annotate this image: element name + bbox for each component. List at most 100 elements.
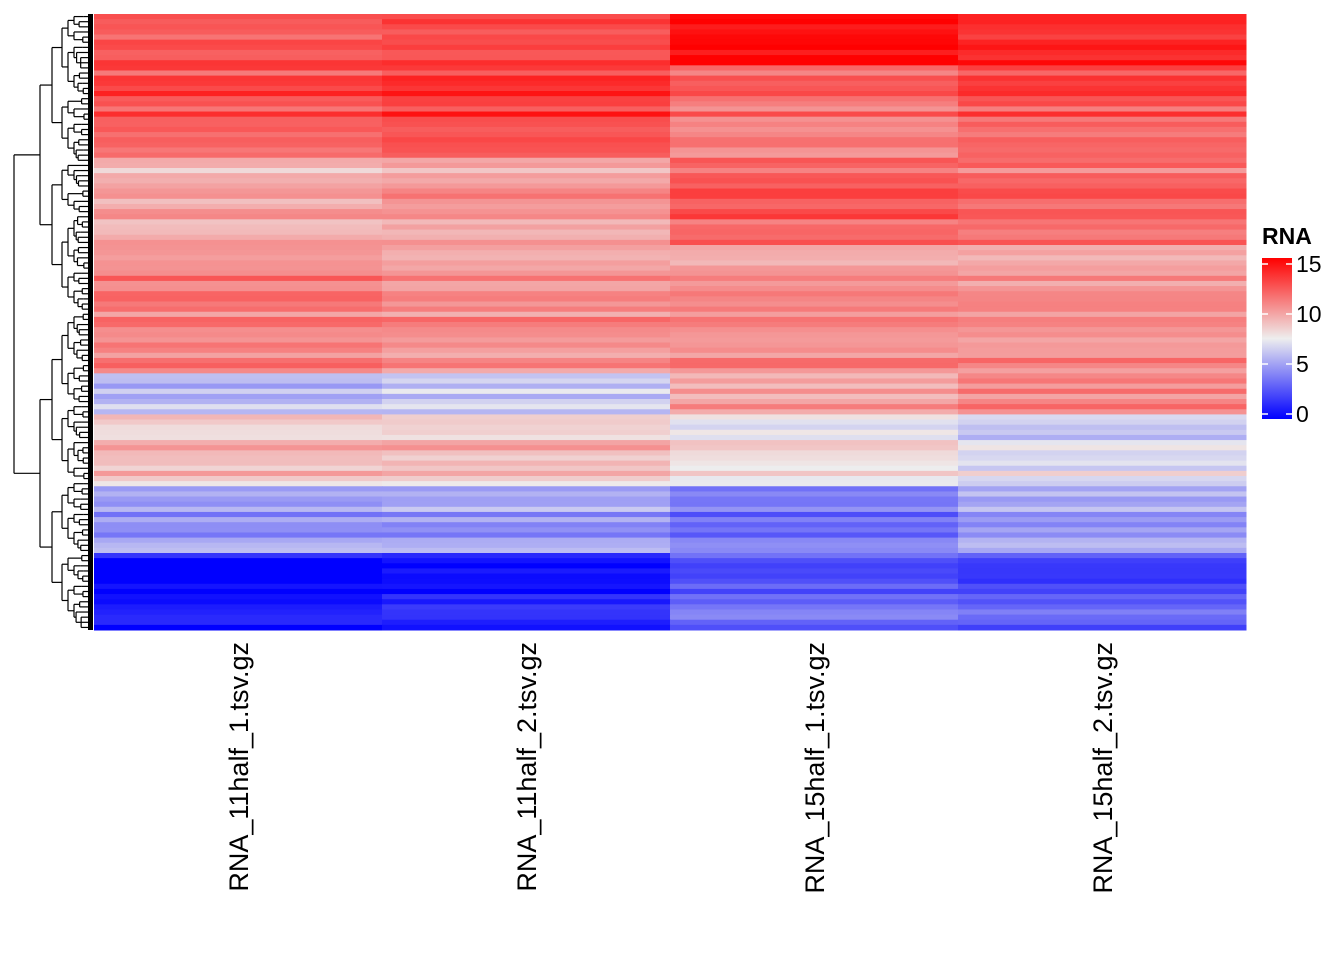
heatmap-cell (94, 327, 383, 333)
heatmap-cell (382, 563, 671, 569)
heatmap-cell (670, 547, 959, 554)
heatmap-cell (670, 368, 959, 374)
heatmap-cell (670, 322, 959, 328)
heatmap-cell (382, 363, 671, 369)
heatmap-cell (958, 106, 1247, 113)
heatmap-cell (94, 132, 383, 138)
heatmap-cell (958, 142, 1247, 148)
heatmap-cell (94, 55, 383, 61)
heatmap-cell (94, 424, 383, 431)
heatmap-cell (958, 316, 1247, 323)
heatmap-cell (670, 111, 959, 118)
heatmap-cell (94, 245, 383, 251)
heatmap-cell (670, 573, 959, 580)
heatmap-cell (670, 270, 959, 277)
heatmap-cell (382, 137, 671, 143)
heatmap-cell (958, 440, 1247, 446)
heatmap-cell (382, 280, 671, 287)
heatmap-cell (94, 234, 383, 241)
heatmap-cell (670, 491, 959, 498)
heatmap-cell (382, 29, 671, 36)
heatmap-cell (958, 234, 1247, 241)
heatmap-cell (670, 203, 959, 210)
heatmap-cell (94, 352, 383, 359)
heatmap-cell (382, 60, 671, 66)
heatmap-cell (382, 450, 671, 456)
heatmap-cell (958, 481, 1247, 487)
heatmap-cell (670, 429, 959, 436)
heatmap-cell (382, 455, 671, 462)
heatmap-cell (382, 188, 671, 195)
legend-colorbar (1262, 258, 1292, 419)
heatmap-cell (958, 558, 1247, 564)
heatmap-cell (94, 280, 383, 287)
heatmap-cell (958, 614, 1247, 621)
heatmap-cell (94, 265, 383, 272)
heatmap-cell (94, 583, 383, 590)
heatmap-cell (94, 563, 383, 569)
heatmap-cell (94, 378, 383, 385)
heatmap-cell (94, 594, 383, 600)
heatmap-cell (670, 311, 959, 318)
heatmap-cell (670, 209, 959, 215)
heatmap-cell (958, 70, 1247, 77)
heatmap-cell (382, 568, 671, 575)
heatmap-cell (670, 470, 959, 477)
heatmap-cell (958, 409, 1247, 415)
heatmap-cell (94, 49, 383, 56)
heatmap-cell (382, 178, 671, 184)
heatmap-cell (670, 486, 959, 492)
heatmap-cell (670, 219, 959, 225)
heatmap-cell (382, 481, 671, 487)
heatmap-cell (670, 286, 959, 292)
heatmap-cell (670, 14, 959, 20)
heatmap-cell (670, 327, 959, 333)
heatmap-cell (382, 604, 671, 610)
heatmap-cell (382, 116, 671, 123)
heatmap-cell (958, 594, 1247, 600)
heatmap-cell (94, 80, 383, 87)
heatmap-cell (958, 352, 1247, 359)
heatmap-cell (958, 450, 1247, 456)
heatmap-cell (958, 137, 1247, 143)
heatmap-cell (670, 121, 959, 128)
heatmap-cell (94, 599, 383, 605)
heatmap-cell (670, 296, 959, 302)
heatmap-cell (94, 368, 383, 374)
column-label: RNA_11half_1.tsv.gz (224, 642, 254, 892)
heatmap-cell (94, 604, 383, 610)
heatmap-cell (382, 594, 671, 600)
heatmap-cell (670, 39, 959, 46)
heatmap-cell (670, 198, 959, 205)
heatmap-cell (94, 332, 383, 338)
heatmap-cell (382, 260, 671, 267)
heatmap-cell (958, 588, 1247, 595)
heatmap-cell (958, 342, 1247, 349)
heatmap-cell (382, 193, 671, 200)
heatmap-cell (382, 465, 671, 472)
heatmap-cell (94, 96, 383, 102)
heatmap-cell (382, 491, 671, 498)
heatmap-cell (382, 337, 671, 344)
heatmap-cell (94, 404, 383, 410)
heatmap-cell (382, 547, 671, 554)
heatmap-cell (958, 101, 1247, 107)
dendrogram-leaves (88, 14, 93, 630)
heatmap-cell (670, 409, 959, 415)
heatmap-cell (670, 594, 959, 600)
heatmap-cell (670, 24, 959, 30)
heatmap-cell (670, 49, 959, 56)
column-labels: RNA_11half_1.tsv.gz RNA_11half_2.tsv.gz RN… (224, 642, 1118, 894)
heatmap-cell (670, 501, 959, 508)
heatmap-cell (382, 599, 671, 605)
heatmap-cell (670, 245, 959, 251)
heatmap-cell (382, 55, 671, 61)
heatmap-cell (382, 173, 671, 179)
heatmap-cell (670, 126, 959, 133)
heatmap-cell (94, 578, 383, 585)
heatmap-cell (94, 44, 383, 51)
heatmap-cell (670, 347, 959, 354)
heatmap-cell (94, 342, 383, 349)
heatmap-cell (670, 404, 959, 410)
